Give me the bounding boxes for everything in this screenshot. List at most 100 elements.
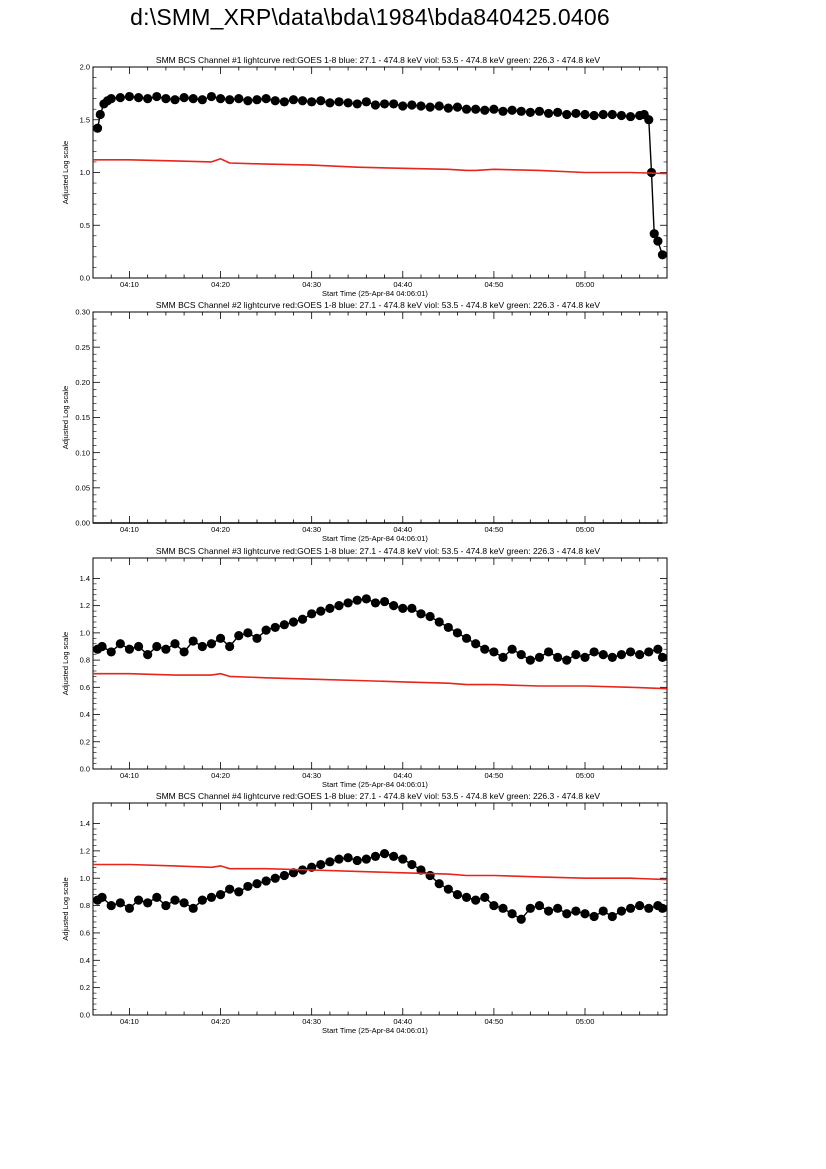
- y-tick-label: 0.8: [80, 901, 90, 910]
- data-point: [616, 110, 627, 121]
- data-point: [316, 606, 326, 616]
- y-tick-label: 0.0: [80, 274, 90, 283]
- chart-title: SMM BCS Channel #2 lightcurve red:GOES 1…: [156, 300, 600, 310]
- x-tick-label: 04:30: [302, 1017, 321, 1026]
- data-point: [379, 596, 390, 607]
- data-point: [525, 903, 535, 913]
- y-tick-label: 0.0: [80, 765, 90, 774]
- data-point: [352, 595, 362, 605]
- data-point: [343, 853, 353, 863]
- y-tick-label: 0.5: [80, 221, 90, 230]
- y-tick-label: 2.0: [80, 63, 90, 72]
- goes-series-line: [93, 863, 668, 881]
- data-point: [197, 95, 207, 105]
- y-tick-label: 1.0: [80, 628, 90, 637]
- x-tick-label: 04:50: [484, 1017, 503, 1026]
- data-point: [133, 92, 144, 103]
- data-point: [197, 895, 207, 905]
- y-tick-label: 0.6: [80, 683, 90, 692]
- data-point: [124, 903, 135, 913]
- data-point: [115, 639, 125, 649]
- data-point: [598, 906, 608, 916]
- data-point: [133, 641, 144, 652]
- plot-frame: [92, 311, 668, 524]
- x-tick-label: 04:50: [484, 280, 503, 289]
- data-point: [124, 91, 135, 102]
- data-point: [452, 628, 463, 638]
- data-point: [480, 105, 490, 115]
- data-point: [416, 865, 426, 875]
- data-point: [243, 628, 253, 638]
- x-tick-label: 04:10: [120, 1017, 139, 1026]
- data-point: [407, 859, 417, 870]
- x-tick-label: 04:20: [211, 280, 230, 289]
- data-point: [571, 906, 581, 916]
- data-point: [243, 881, 253, 892]
- x-axis-label: Start Time (25-Apr-84 04:06:01): [322, 780, 428, 789]
- data-point: [543, 647, 554, 657]
- x-tick-label: 04:20: [211, 525, 230, 534]
- data-point: [252, 879, 262, 889]
- data-point: [379, 99, 390, 109]
- y-tick-label: 0.2: [80, 983, 90, 992]
- data-point: [461, 892, 472, 902]
- data-point: [206, 91, 217, 102]
- data-point: [443, 103, 453, 113]
- data-point: [370, 598, 381, 608]
- data-point: [188, 903, 198, 913]
- data-point: [124, 644, 135, 654]
- data-point: [571, 650, 581, 660]
- data-point: [434, 617, 444, 627]
- y-tick-label: 0.25: [75, 343, 90, 352]
- data-point: [534, 652, 545, 662]
- data-point: [389, 99, 399, 109]
- data-point: [580, 109, 590, 120]
- data-point: [534, 106, 545, 116]
- x-tick-label: 04:40: [393, 525, 412, 534]
- x-tick-label: 05:00: [576, 1017, 595, 1026]
- data-point: [215, 633, 226, 643]
- y-axis-label: Adjusted Log scale: [61, 386, 70, 449]
- y-tick-label: 0.2: [80, 737, 90, 746]
- data-point: [498, 903, 508, 913]
- data-point: [407, 100, 417, 110]
- data-point: [97, 641, 107, 652]
- data-point: [635, 900, 645, 911]
- data-point: [425, 611, 435, 622]
- y-tick-label: 1.5: [80, 115, 90, 124]
- data-point: [115, 92, 125, 103]
- data-point: [215, 890, 226, 900]
- y-axis-label: Adjusted Log scale: [61, 632, 70, 695]
- y-tick-label: 1.2: [80, 846, 90, 855]
- data-point: [625, 111, 636, 122]
- x-tick-label: 04:30: [302, 525, 321, 534]
- data-point: [471, 895, 481, 905]
- data-point: [179, 647, 189, 657]
- data-point: [616, 650, 627, 660]
- plot-frame: [92, 557, 668, 770]
- x-tick-label: 05:00: [576, 280, 595, 289]
- chart-panel-3: SMM BCS Channel #3 lightcurve red:GOES 1…: [61, 546, 668, 789]
- data-point: [657, 652, 668, 662]
- data-point: [580, 652, 590, 662]
- data-point: [616, 906, 627, 916]
- bcs-series-line: [96, 95, 664, 256]
- data-point: [416, 609, 426, 619]
- data-point: [143, 650, 153, 660]
- data-point: [170, 95, 180, 105]
- y-tick-label: 0.4: [80, 710, 90, 719]
- data-point: [106, 94, 116, 104]
- data-point: [234, 94, 244, 104]
- data-point: [92, 123, 103, 133]
- plot-frame: [92, 802, 668, 1016]
- data-point: [498, 652, 508, 662]
- data-point: [416, 101, 426, 111]
- bcs-series-line: [97, 598, 664, 661]
- data-point: [352, 99, 362, 109]
- data-point: [653, 644, 663, 654]
- data-point: [161, 900, 171, 911]
- data-point: [188, 636, 198, 646]
- x-tick-label: 04:40: [393, 771, 412, 780]
- data-point: [361, 854, 371, 864]
- y-tick-label: 1.4: [80, 819, 90, 828]
